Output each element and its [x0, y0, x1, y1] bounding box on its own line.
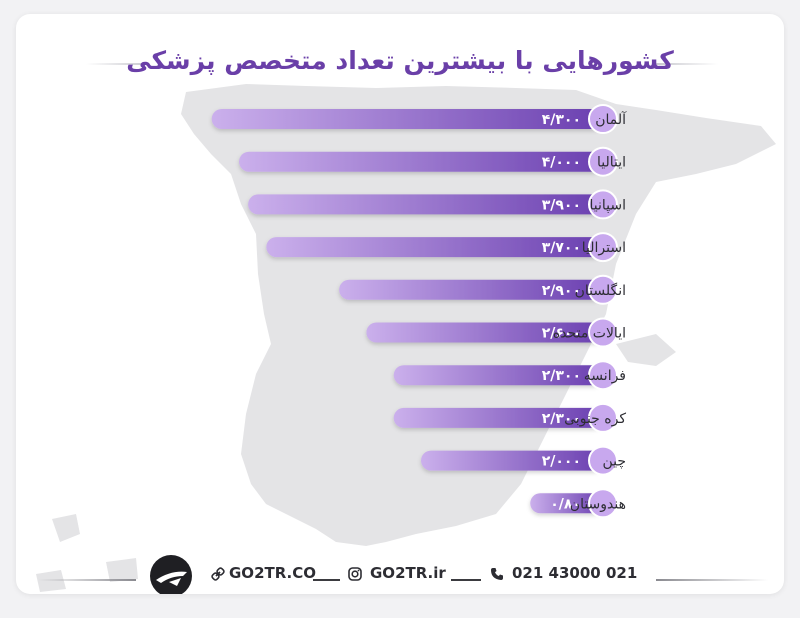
- bar: [211, 109, 603, 129]
- category-label: فرانسه: [584, 368, 626, 384]
- bar-value-label: ۳/۷۰۰: [542, 240, 581, 256]
- category-label: ایتالیا: [597, 155, 626, 171]
- footer-divider-2: [451, 579, 481, 581]
- bar-value-label: ۲/۳۰۰: [542, 411, 581, 427]
- category-label: آلمان: [595, 111, 627, 128]
- category-label: ایالات متحده: [553, 326, 626, 342]
- category-label: کره جنوبی: [564, 411, 626, 427]
- category-label: استرالیا: [582, 240, 626, 256]
- bar-value-label: ۲/۶۰۰: [542, 326, 581, 342]
- bar: [239, 151, 603, 172]
- title-divider-left: [86, 63, 148, 65]
- bar: [366, 322, 603, 343]
- bar-end-cap: [588, 274, 618, 305]
- title-row: کشورهایی با بیشترین تعداد متخصص پزشکی: [16, 44, 784, 84]
- link-icon: [211, 566, 225, 585]
- infographic-card: کشورهایی با بیشترین تعداد متخصص پزشکی ۴/…: [16, 14, 784, 594]
- instagram-icon: [348, 566, 362, 585]
- website-text[interactable]: GO2TR.CO: [229, 564, 317, 582]
- bar: [339, 279, 603, 300]
- bar-value-label: ۴/۰۰۰: [542, 155, 581, 171]
- bar-value-label: ۰/۸۰: [550, 496, 581, 512]
- category-label: چین: [602, 454, 626, 470]
- bar-value-label: ۲/۳۰۰: [542, 368, 581, 384]
- footer-divider-1: [313, 579, 340, 581]
- bar-group: ۲/۰۰۰ چین: [421, 445, 626, 476]
- bar-group: ۳/۹۰۰ اسپانیا: [248, 189, 627, 220]
- footer: GO2TR.CO GO2TR.ir 021 43000 021: [16, 555, 784, 594]
- bar-end-cap: [588, 232, 618, 263]
- bar-end-cap: [588, 146, 618, 177]
- bar: [248, 194, 603, 215]
- bar-end-cap: [588, 317, 618, 348]
- instagram-text[interactable]: GO2TR.ir: [370, 564, 446, 582]
- bar-end-cap: [588, 402, 618, 433]
- bar: [393, 407, 603, 428]
- bar-end-cap: [588, 445, 618, 476]
- category-label: انگلستان: [575, 282, 626, 299]
- bar: [530, 493, 603, 514]
- footer-fade-right: [656, 579, 768, 581]
- phone-icon: [490, 566, 504, 585]
- chart-title: کشورهایی با بیشترین تعداد متخصص پزشکی: [126, 46, 674, 75]
- title-divider-right: [656, 63, 718, 65]
- bar: [266, 237, 603, 258]
- bar-value-label: ۴/۳۰۰: [542, 112, 581, 128]
- bar-group: ۳/۷۰۰ استرالیا: [266, 232, 626, 263]
- category-label: اسپانیا: [590, 197, 627, 213]
- bar-end-cap: [588, 488, 618, 519]
- bar: [421, 450, 603, 471]
- bar-end-cap: [588, 360, 618, 391]
- bar-value-label: ۲/۰۰۰: [542, 454, 581, 470]
- logo-icon: [147, 552, 195, 594]
- bar-value-label: ۲/۹۰۰: [542, 283, 581, 299]
- bar-end-cap: [588, 104, 618, 134]
- bar-group: ۴/۰۰۰ ایتالیا: [239, 146, 626, 177]
- bar-end-cap: [588, 189, 618, 220]
- bar: [393, 365, 603, 386]
- bar-value-label: ۳/۹۰۰: [542, 197, 581, 213]
- bar-group: ۲/۳۰۰ فرانسه: [393, 360, 626, 391]
- footer-fade-left: [38, 579, 136, 581]
- phone-text[interactable]: 021 43000 021: [512, 564, 638, 582]
- bar-group: ۴/۳۰۰ آلمان: [211, 104, 627, 134]
- category-label: هندوستان: [570, 496, 626, 512]
